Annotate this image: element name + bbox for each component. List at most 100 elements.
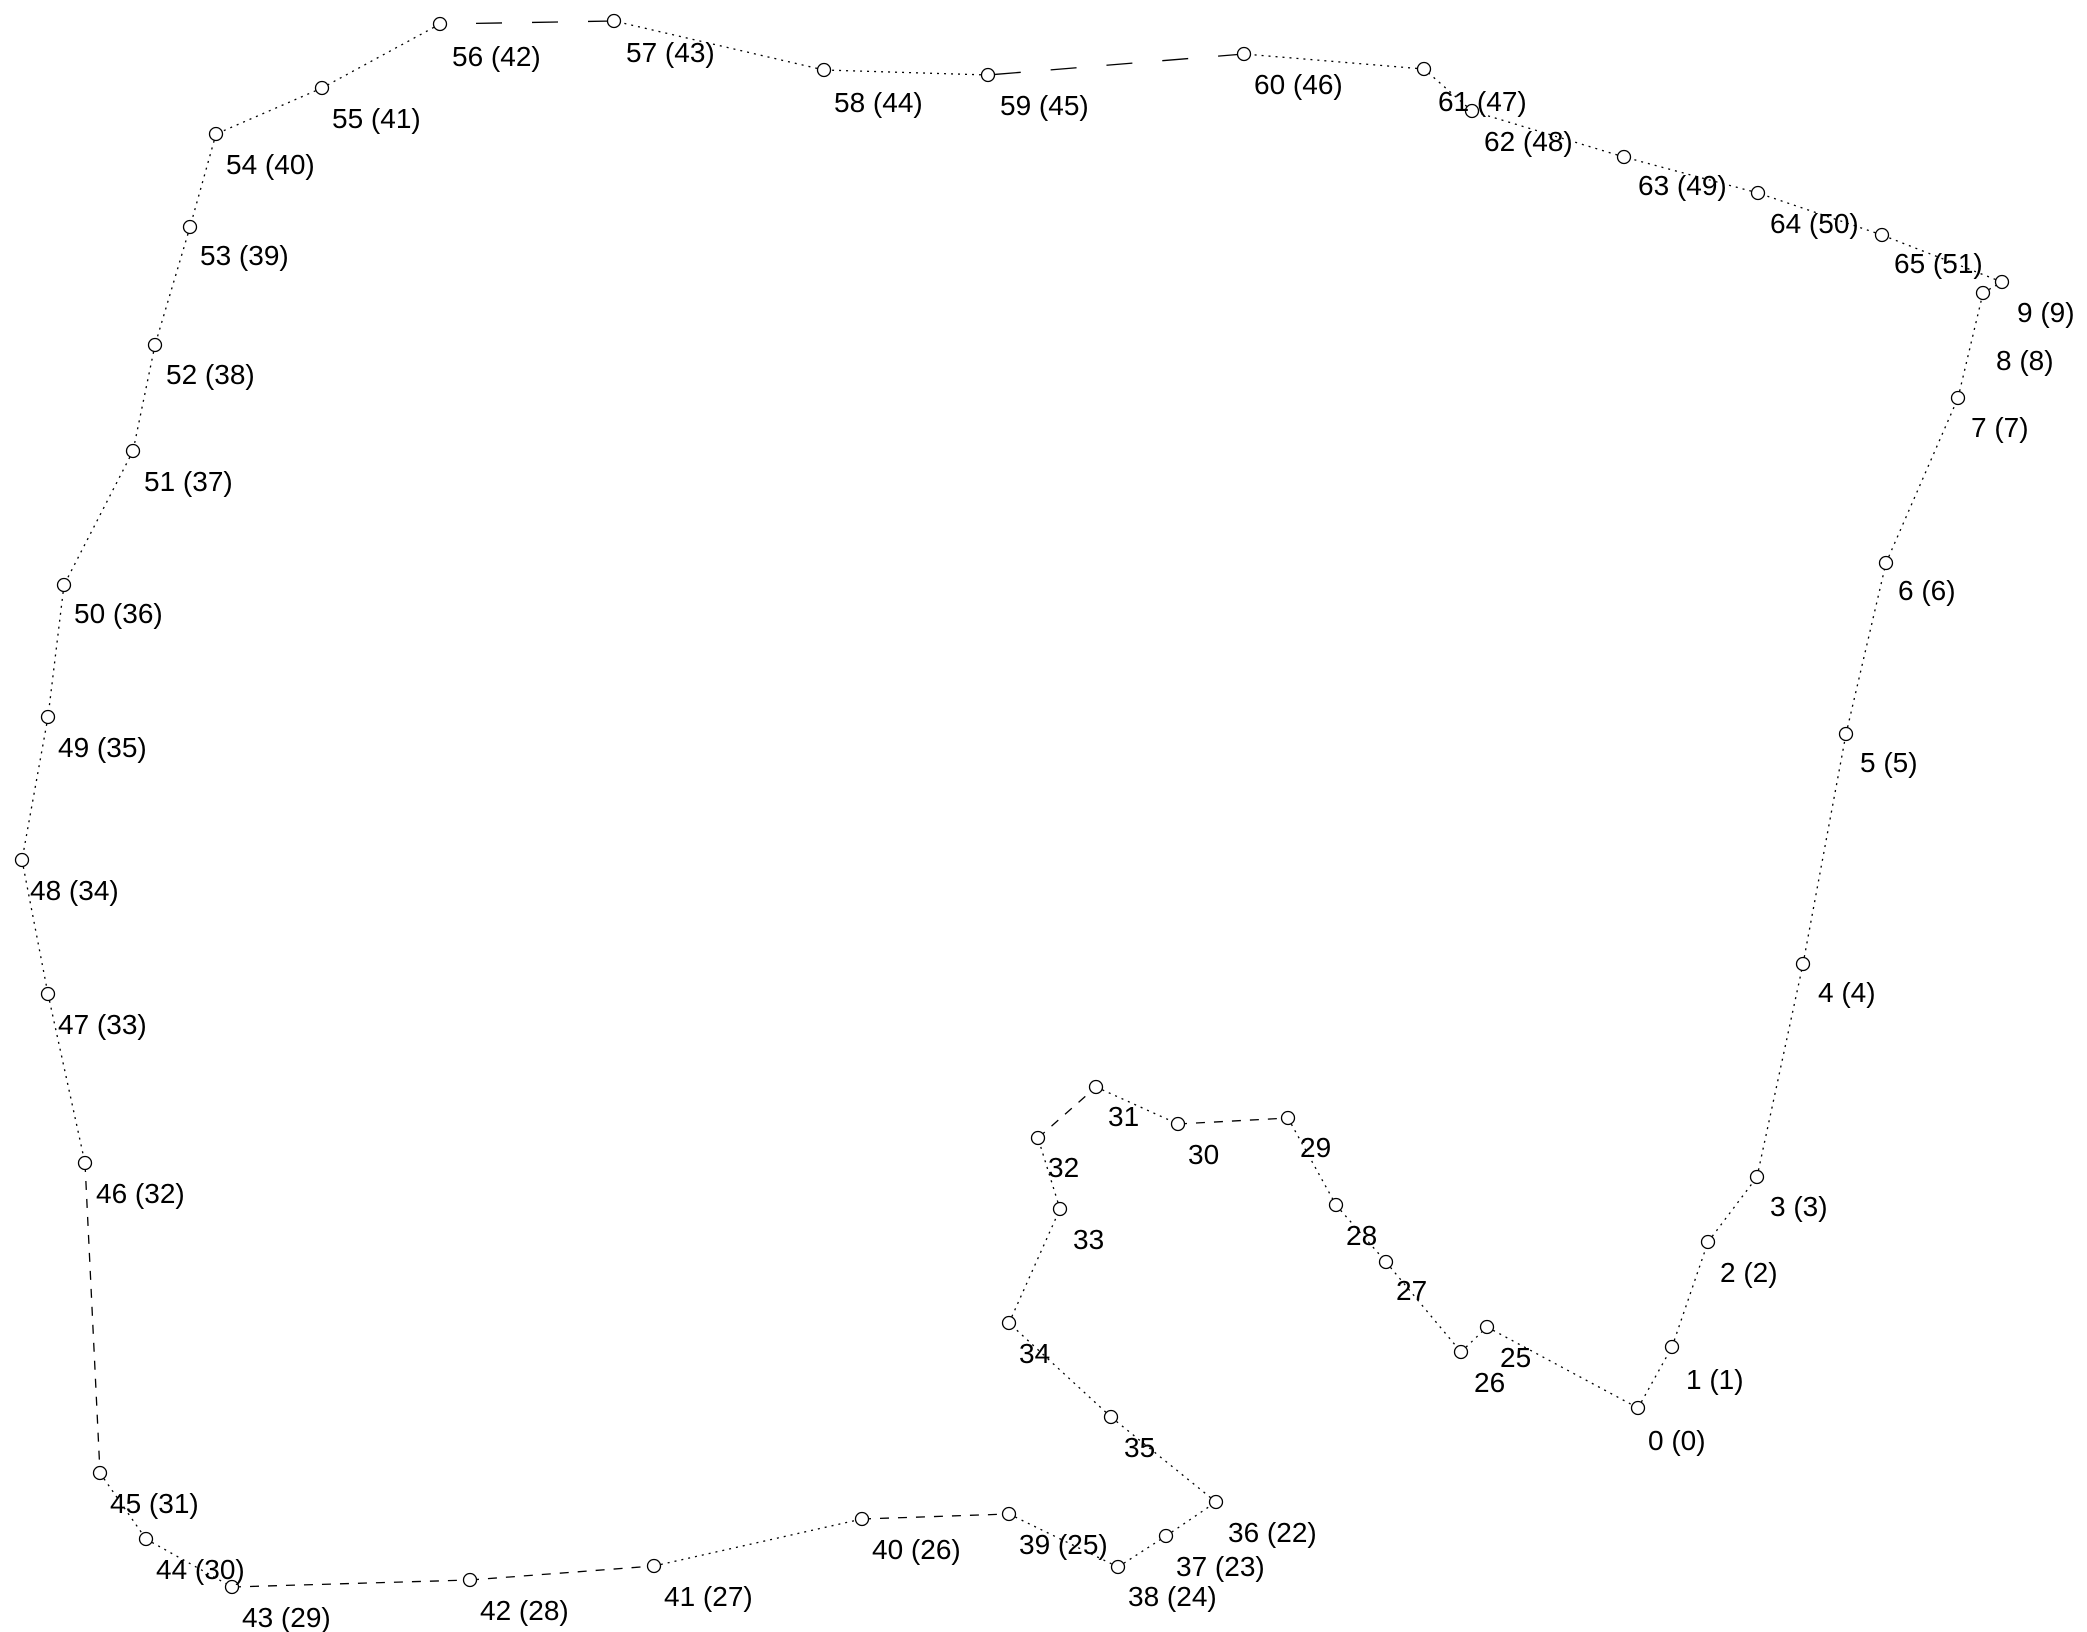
vertex-label: 5 (5) bbox=[1860, 747, 1918, 778]
vertex-marker bbox=[646, 1558, 662, 1574]
vertex-marker bbox=[1630, 1400, 1646, 1416]
vertex-marker bbox=[432, 16, 448, 32]
edge-segment bbox=[1881, 234, 2003, 283]
edge-segment bbox=[154, 226, 191, 346]
vertex-label: 52 (38) bbox=[166, 359, 255, 390]
vertex-marker bbox=[1236, 46, 1252, 62]
vertex-label: 56 (42) bbox=[452, 41, 541, 72]
edge-segment bbox=[439, 20, 615, 25]
vertex-label: 39 (25) bbox=[1019, 1529, 1108, 1560]
vertex-marker bbox=[462, 1572, 478, 1588]
vertex-marker bbox=[40, 986, 56, 1002]
vertex-marker bbox=[1464, 103, 1480, 119]
vertex-label: 50 (36) bbox=[74, 598, 163, 629]
edge-segment bbox=[1957, 292, 1984, 399]
vertex-marker bbox=[606, 13, 622, 29]
vertex-marker bbox=[1052, 1201, 1068, 1217]
vertex-label: 62 (48) bbox=[1484, 126, 1573, 157]
vertex-marker bbox=[14, 852, 30, 868]
edge-segment bbox=[1802, 733, 1847, 965]
vertex-label: 28 bbox=[1346, 1220, 1377, 1251]
vertex-marker bbox=[1750, 185, 1766, 201]
vertex-marker bbox=[1874, 227, 1890, 243]
vertex-label: 53 (39) bbox=[200, 240, 289, 271]
edge-segment bbox=[1671, 1241, 1709, 1348]
vertex-marker bbox=[1479, 1319, 1495, 1335]
vertex-label: 31 bbox=[1108, 1101, 1139, 1132]
vertex-label: 37 (23) bbox=[1176, 1551, 1265, 1582]
edge-segment bbox=[321, 23, 441, 89]
vertex-marker bbox=[1378, 1254, 1394, 1270]
vertex-marker bbox=[1700, 1234, 1716, 1250]
vertex-label: 46 (32) bbox=[96, 1178, 185, 1209]
vertex-marker bbox=[1001, 1506, 1017, 1522]
vertex-label: 48 (34) bbox=[30, 875, 119, 906]
vertex-label: 9 (9) bbox=[2017, 297, 2075, 328]
vertex-marker bbox=[77, 1155, 93, 1171]
edge-segment bbox=[1165, 1501, 1217, 1537]
edge-segment bbox=[47, 584, 65, 718]
vertex-label: 43 (29) bbox=[242, 1602, 331, 1632]
points-layer bbox=[14, 13, 2010, 1595]
edge-segment bbox=[1707, 1176, 1758, 1243]
vertex-marker bbox=[1328, 1197, 1344, 1213]
vertex-marker bbox=[208, 126, 224, 142]
vertex-marker bbox=[1416, 61, 1432, 77]
vertex-label: 47 (33) bbox=[58, 1009, 147, 1040]
vertex-marker bbox=[854, 1511, 870, 1527]
vertex-marker bbox=[1453, 1344, 1469, 1360]
vertex-label: 6 (6) bbox=[1898, 575, 1956, 606]
vertex-label: 60 (46) bbox=[1254, 69, 1343, 100]
vertex-marker bbox=[1878, 555, 1894, 571]
vertex-label: 4 (4) bbox=[1818, 977, 1876, 1008]
edge-segment bbox=[231, 1579, 471, 1588]
edge-segment bbox=[1756, 963, 1804, 1178]
vertex-marker bbox=[182, 219, 198, 235]
vertex-marker bbox=[1170, 1116, 1186, 1132]
edge-segment bbox=[823, 69, 989, 76]
vertex-label: 54 (40) bbox=[226, 149, 315, 180]
edge-segment bbox=[1110, 1416, 1217, 1503]
edge-segment bbox=[132, 344, 156, 452]
vertex-label: 29 bbox=[1300, 1132, 1331, 1163]
vertex-label: 7 (7) bbox=[1971, 412, 2029, 443]
vertex-marker bbox=[1994, 274, 2010, 290]
vertex-marker bbox=[1795, 956, 1811, 972]
vertex-label: 36 (22) bbox=[1228, 1517, 1317, 1548]
vertex-label: 38 (24) bbox=[1128, 1581, 1217, 1612]
vertex-marker bbox=[980, 67, 996, 83]
vertex-marker bbox=[1749, 1169, 1765, 1185]
edge-segment bbox=[1037, 1086, 1097, 1139]
vertex-marker bbox=[1280, 1110, 1296, 1126]
edge-segment bbox=[1287, 1117, 1337, 1206]
vertex-label: 57 (43) bbox=[626, 37, 715, 68]
vertex-marker bbox=[125, 443, 141, 459]
vertex-label: 49 (35) bbox=[58, 732, 147, 763]
vertex-label: 61 (47) bbox=[1438, 86, 1527, 117]
edge-segment bbox=[1335, 1204, 1387, 1263]
vertex-label: 40 (26) bbox=[872, 1534, 961, 1565]
vertex-marker bbox=[816, 62, 832, 78]
segments-layer bbox=[21, 20, 2003, 1588]
vertex-label: 27 bbox=[1396, 1275, 1427, 1306]
edge-segment bbox=[1243, 53, 1425, 70]
vertex-marker bbox=[1975, 285, 1991, 301]
edge-segment bbox=[84, 1162, 101, 1474]
vertex-marker bbox=[1088, 1079, 1104, 1095]
vertex-label: 63 (49) bbox=[1638, 170, 1727, 201]
edge-segment bbox=[653, 1518, 863, 1567]
vertex-marker bbox=[1001, 1315, 1017, 1331]
edge-segment bbox=[1117, 1535, 1167, 1568]
vertex-label: 25 bbox=[1500, 1342, 1531, 1373]
edge-segment bbox=[1845, 562, 1887, 735]
vertex-label: 33 bbox=[1073, 1224, 1104, 1255]
edge-segment bbox=[189, 133, 217, 228]
edge-segment bbox=[1177, 1117, 1289, 1125]
vertex-marker bbox=[138, 1531, 154, 1547]
edge-segment bbox=[21, 716, 49, 861]
edge-segment bbox=[215, 87, 323, 135]
vertex-label: 65 (51) bbox=[1894, 248, 1983, 279]
edge-segment bbox=[47, 993, 86, 1164]
